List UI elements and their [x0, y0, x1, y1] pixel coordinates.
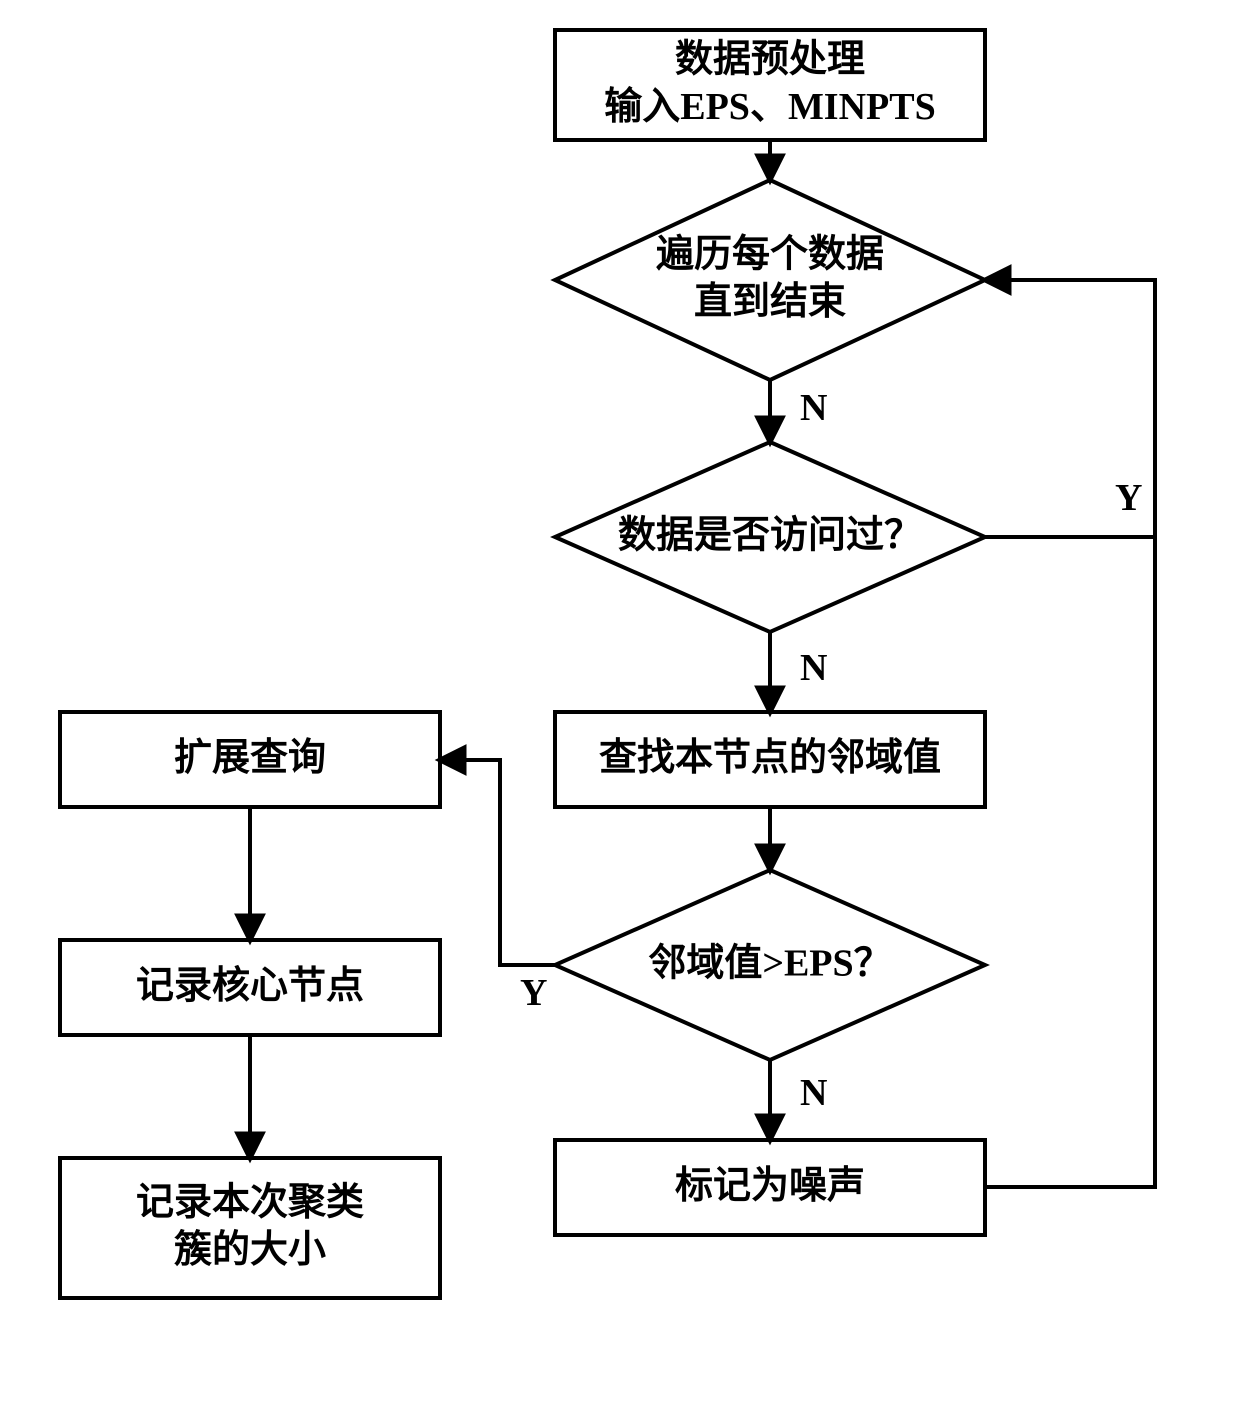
edge-label: Y: [520, 972, 547, 1014]
node-label: 查找本节点的邻域值: [599, 737, 941, 779]
node-label: 直到结束: [694, 281, 846, 323]
node-label: 数据是否访问过？: [618, 514, 922, 556]
node-label: 邻域值>EPS？: [648, 942, 891, 984]
node-label: 记录本次聚类: [136, 1182, 364, 1224]
node-label: 扩展查询: [174, 737, 326, 779]
edge-label: N: [800, 647, 827, 689]
node-label: 簇的大小: [174, 1229, 326, 1271]
flowchart-canvas: 数据预处理输入EPS、MINPTS 遍历每个数据直到结束数据是否访问过？ 查找本节点…: [0, 0, 1240, 1421]
edge-label: N: [800, 1072, 827, 1114]
node-label: 标记为噪声: [675, 1165, 865, 1207]
node-label: 遍历每个数据: [656, 234, 884, 276]
node-label: 记录核心节点: [136, 965, 364, 1007]
edge-label: N: [800, 387, 827, 429]
node-label: 数据预处理: [675, 39, 865, 81]
edge-label: Y: [1115, 477, 1142, 519]
node-label: 输入EPS、MINPTS: [604, 86, 935, 128]
